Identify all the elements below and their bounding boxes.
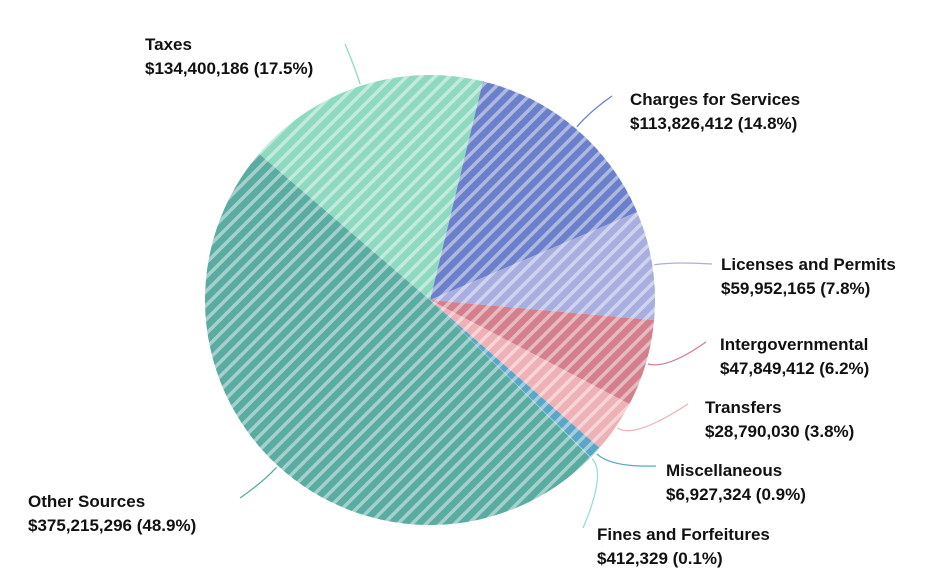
leader-line xyxy=(576,95,613,128)
pie-slice-transfers[interactable] xyxy=(430,300,630,448)
leader-line xyxy=(582,458,599,529)
slice-value-label: $6,927,324 (0.9%) xyxy=(666,485,806,504)
slice-value-label: $375,215,296 (48.9%) xyxy=(28,516,196,535)
slice-value-label: $47,849,412 (6.2%) xyxy=(720,359,869,378)
pie-slice-miscellaneous[interactable] xyxy=(430,300,600,458)
slice-label: Other Sources xyxy=(28,492,145,511)
slice-label: Licenses and Permits xyxy=(721,255,896,274)
slice-label: Miscellaneous xyxy=(666,461,782,480)
pie-slice-intergovernmental[interactable] xyxy=(430,300,655,405)
leader-line xyxy=(596,453,657,467)
pie-slice-other-sources[interactable] xyxy=(204,153,591,526)
leader-line xyxy=(654,262,713,266)
slice-label: Fines and Forfeitures xyxy=(597,525,770,544)
slice-label: Transfers xyxy=(705,398,782,417)
leader-line xyxy=(617,403,689,432)
slice-label: Taxes xyxy=(145,35,192,54)
slice-value-label: $412,329 (0.1%) xyxy=(597,549,723,568)
leader-line xyxy=(239,466,278,499)
slice-value-label: $113,826,412 (14.8%) xyxy=(630,114,797,133)
slice-value-label: $134,400,186 (17.5%) xyxy=(145,59,313,78)
pie-slice-taxes[interactable] xyxy=(259,75,483,301)
leader-line xyxy=(647,341,707,366)
slice-label: Charges for Services xyxy=(630,90,800,109)
pie-slice-charges-for-services[interactable] xyxy=(430,81,638,300)
leader-line xyxy=(344,43,361,85)
slice-value-label: $28,790,030 (3.8%) xyxy=(705,422,854,441)
slice-value-label: $59,952,165 (7.8%) xyxy=(721,279,870,298)
pie-slice-fines-and-forfeitures[interactable] xyxy=(430,300,591,458)
pie-slice-licenses-and-permits[interactable] xyxy=(430,212,656,321)
slice-label: Intergovernmental xyxy=(720,335,868,354)
